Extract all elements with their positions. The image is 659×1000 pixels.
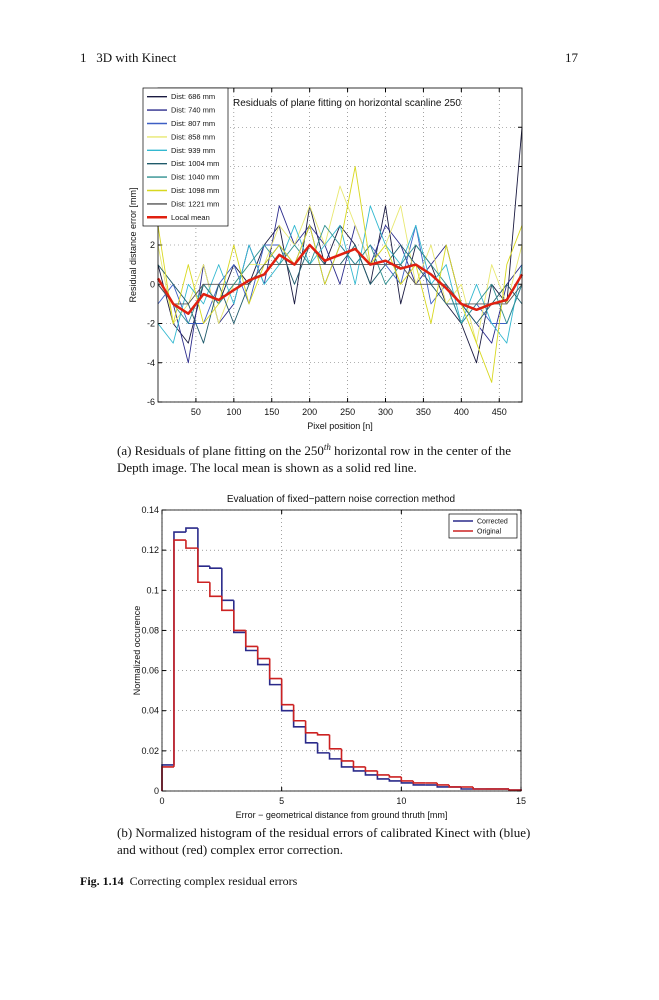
histogram-step: [316, 742, 330, 754]
y-tick-label: -2: [147, 319, 155, 329]
legend-label: Dist: 939 mm: [171, 146, 215, 155]
x-tick-label: 0: [159, 796, 164, 806]
legend-label: Dist: 1004 mm: [171, 159, 219, 168]
histogram-step: [185, 540, 198, 549]
x-tick-label: 250: [340, 407, 355, 417]
histogram-step: [244, 630, 258, 648]
x-tick-label: 400: [454, 407, 469, 417]
chart: 50100150200250300350400450-6-4-202468Res…: [128, 87, 524, 431]
histogram-step: [412, 780, 426, 784]
histogram-step: [256, 646, 270, 660]
y-tick-label: 0.06: [141, 666, 159, 676]
figure-caption-text: Correcting complex residual errors: [130, 874, 298, 888]
chart: 0 5 10 15 0 0.02 0.04 0.06 0.08 0.1 0.12 0.14 Evalua…: [132, 494, 526, 820]
y-tick-label: 0.08: [141, 625, 159, 635]
legend-label: Dist: 1221 mm: [171, 199, 219, 208]
legend-box: [142, 87, 229, 227]
x-tick-label: 350: [416, 407, 431, 417]
histogram-step: [221, 596, 234, 612]
histogram-step: [352, 760, 366, 768]
legend-label: Dist: 1040 mm: [171, 173, 219, 182]
legend-label: Original: [477, 529, 502, 536]
histogram-step: [376, 774, 390, 780]
histogram-step: [316, 732, 330, 736]
running-header: 1 3D with Kinect: [80, 50, 177, 65]
y-tick-label: 0.14: [141, 505, 159, 515]
histogram-step: [233, 610, 246, 632]
caption-text: (a) Residuals of plane fitting on the 25…: [117, 443, 324, 458]
y-tick-label: 0: [154, 786, 159, 796]
chart-title: Evaluation of fixed−pattern noise correc…: [227, 494, 455, 505]
x-tick-label: 50: [191, 407, 201, 417]
histogram-step: [448, 784, 462, 788]
x-axis-label: Error − geometrical distance from ground…: [236, 810, 448, 820]
legend-label: Corrected: [477, 519, 508, 526]
y-tick-label: 0.04: [141, 706, 159, 716]
x-axis-label: Pixel position [n]: [307, 421, 373, 431]
x-tick-label: 150: [264, 407, 279, 417]
legend-box: [448, 513, 518, 539]
caption-a-line2: Depth image. The local mean is shown as …: [117, 460, 417, 475]
series-line: [156, 243, 524, 315]
legend-label: Dist: 858 mm: [171, 132, 215, 141]
histogram-step: [280, 678, 294, 706]
y-tick-label: 0: [150, 279, 155, 289]
caption-a-line1: (a) Residuals of plane fitting on the 25…: [117, 442, 511, 458]
x-tick-label: 5: [279, 796, 284, 806]
histogram-step: [376, 770, 390, 776]
histogram-step: [364, 770, 378, 776]
y-tick-label: -4: [147, 358, 155, 368]
histogram-step: [328, 734, 342, 750]
x-tick-label: 100: [226, 407, 241, 417]
histogram-step: [436, 782, 450, 786]
chart-title: Residuals of plane fitting on horizontal…: [233, 98, 461, 109]
histogram-step: [209, 566, 222, 570]
histogram-step: [340, 748, 354, 762]
legend-label: Dist: 807 mm: [171, 119, 215, 128]
caption-b-line1: (b) Normalized histogram of the residual…: [117, 825, 530, 840]
histogram-step: [364, 766, 378, 772]
x-tick-label: 200: [302, 407, 317, 417]
x-tick-label: 15: [516, 796, 526, 806]
y-tick-label: -6: [147, 397, 155, 407]
histogram-step: [209, 582, 222, 598]
axes-frame: [157, 87, 523, 403]
y-tick-label: 2: [150, 240, 155, 250]
axes-frame: [161, 509, 522, 792]
histogram-step: [304, 720, 318, 734]
histogram-step: [400, 776, 414, 782]
series-line: [157, 185, 523, 344]
histogram-step: [352, 766, 366, 772]
y-axis-label: Normalized occurence: [132, 606, 142, 696]
y-axis-label: Residual distance error [mm]: [128, 187, 138, 302]
histogram-step: [292, 704, 306, 722]
legend-label: Dist: 686 mm: [171, 92, 215, 101]
histogram-step: [388, 774, 402, 778]
y-tick-label: 0.12: [141, 545, 159, 555]
histogram-step: [328, 752, 342, 760]
histogram-step: [388, 778, 402, 782]
histogram-step: [185, 527, 198, 533]
histogram-step: [472, 786, 486, 790]
figure-label: Fig. 1.14: [80, 874, 124, 888]
legend-label: Local mean: [171, 213, 210, 222]
y-tick-label: 0.02: [141, 746, 159, 756]
plot-area: [162, 510, 521, 791]
caption-b-line2: and without (red) complex error correcti…: [117, 842, 343, 857]
caption-text: horizontal row in the center of the: [331, 443, 511, 458]
x-tick-label: 300: [378, 407, 393, 417]
page-number: 17: [565, 50, 579, 65]
histogram-step: [197, 548, 210, 584]
x-tick-label: 10: [396, 796, 406, 806]
histogram-step: [173, 539, 186, 767]
y-tick-label: 0.1: [146, 585, 159, 595]
caption-superscript: th: [324, 442, 332, 452]
histogram-step: [268, 658, 282, 680]
x-tick-label: 450: [492, 407, 507, 417]
legend-label: Dist: 1098 mm: [171, 186, 219, 195]
figure-caption: Fig. 1.14 Correcting complex residual err…: [80, 874, 298, 888]
legend-label: Dist: 740 mm: [171, 106, 215, 115]
